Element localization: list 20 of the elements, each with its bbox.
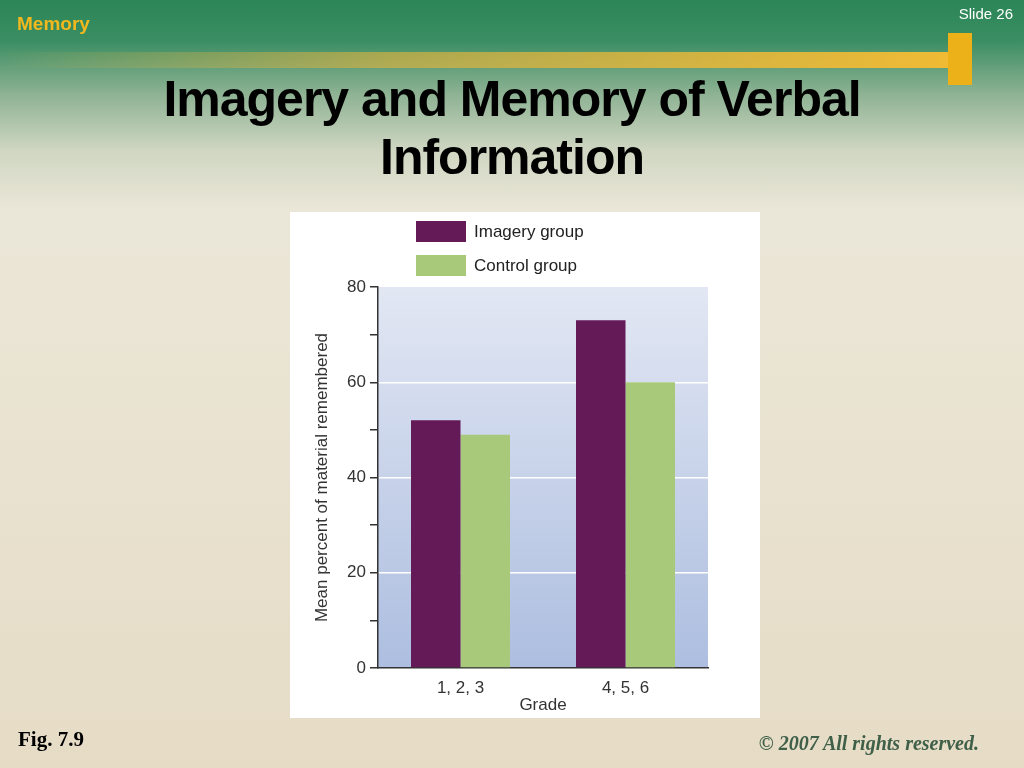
text: Slide 26 [958,5,1013,22]
y-tick-label: 60 [347,371,366,391]
legend-label: Imagery group [474,221,584,242]
bar [625,382,675,668]
y-tick-label: 80 [347,276,366,296]
text: © 2007 All rights reserved. [758,732,979,755]
chart-title: Imagery and Memory of Verbal Information [162,70,862,186]
caption: Fig. 7.9 [18,727,84,752]
bar [411,420,461,668]
x-axis-title: Grade [519,695,567,715]
text: Memory [17,13,90,35]
x-tick-label: 1, 2, 3 [436,677,485,697]
legend-label: Control group [474,255,578,276]
y-tick-label: 20 [347,562,366,582]
y-tick-label: 40 [347,467,366,487]
y-axis-title: Mean percent of material remembered [311,332,331,623]
bar [576,320,626,668]
bar [460,434,510,668]
y-tick-label: 0 [356,657,366,677]
x-tick-label: 4, 5, 6 [601,677,650,697]
